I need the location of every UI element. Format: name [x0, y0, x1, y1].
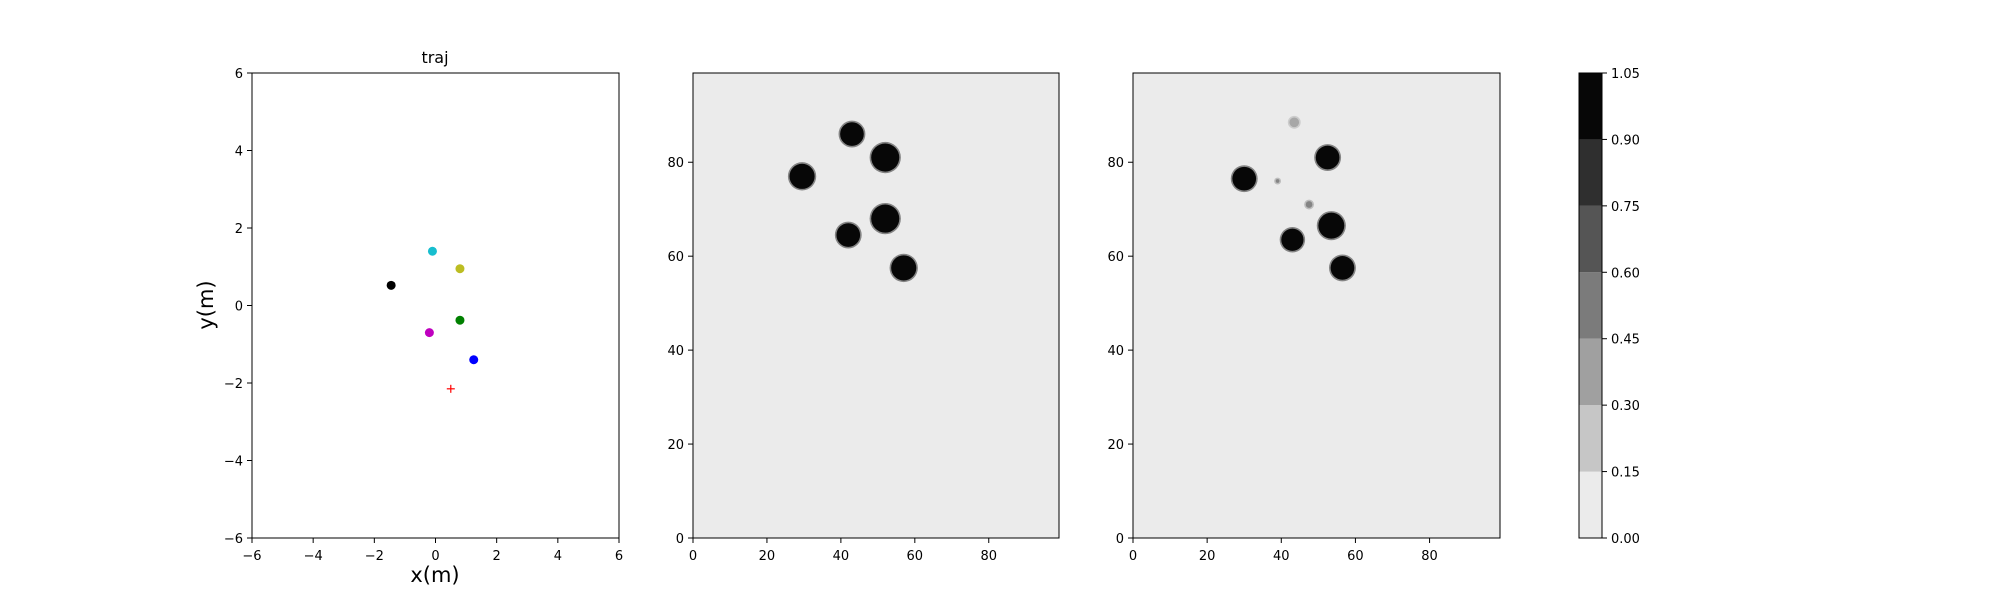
- y-tick-label: 2: [235, 222, 243, 237]
- y-tick-label: 40: [667, 344, 684, 359]
- colorbar-band: [1579, 471, 1602, 538]
- x-tick-label: 6: [615, 549, 623, 564]
- x-tick-label: 80: [1421, 549, 1438, 564]
- y-tick-label: 20: [667, 438, 684, 453]
- x-tick-label: 0: [1129, 549, 1137, 564]
- heatmap-blob: [891, 255, 917, 281]
- colorbar-tick-label: 0.00: [1611, 532, 1640, 547]
- y-tick-label: −2: [224, 377, 243, 392]
- heatmap-right-ticks: 0 20 40 60 80 0 20 40 60 80: [1107, 156, 1437, 564]
- colorbar-bands: [1579, 73, 1602, 538]
- y-tick-label: 60: [1107, 250, 1124, 265]
- x-tick-label: −4: [304, 549, 323, 564]
- agent-point: [469, 355, 479, 365]
- x-axis-label: x(m): [410, 563, 459, 587]
- x-tick-label: 60: [1347, 549, 1364, 564]
- colorbar-band: [1579, 139, 1602, 206]
- colorbar-tick-label: 0.75: [1611, 200, 1640, 215]
- heatmap-blob: [1315, 145, 1340, 170]
- x-tick-label: 4: [554, 549, 562, 564]
- x-tick-label: −6: [242, 549, 261, 564]
- colorbar-band: [1579, 338, 1602, 406]
- agent-point: [424, 328, 434, 338]
- heatmap-blob: [1330, 256, 1355, 280]
- y-tick-label: 60: [667, 250, 684, 265]
- colorbar-tick-label: 0.90: [1611, 133, 1640, 148]
- agent-point: [427, 246, 437, 256]
- heatmap-right-frame: [1132, 72, 1501, 539]
- x-tick-label: 20: [759, 549, 776, 564]
- heatmap-right-blobs: [1230, 115, 1356, 282]
- y-tick-label: 0: [1116, 532, 1124, 547]
- heatmap-blob: [840, 122, 864, 146]
- colorbar-band: [1579, 272, 1602, 339]
- y-tick-label: 6: [235, 67, 243, 82]
- heatmap-left-background: [693, 73, 1059, 538]
- heatmap-blob: [1281, 228, 1304, 251]
- x-tick-label: −2: [365, 549, 384, 564]
- y-axis-label: y(m): [194, 280, 218, 329]
- colorbar-tick-label: 0.45: [1611, 333, 1640, 348]
- colorbar-tick-label: 0.60: [1611, 266, 1640, 281]
- y-tick-label: −6: [224, 532, 243, 547]
- colorbar-ticks: 0.00 0.15 0.30 0.45 0.60 0.75 0.90 1.05: [1602, 67, 1640, 547]
- heatmap-left-frame: [692, 72, 1060, 539]
- x-tick-label: 2: [493, 549, 501, 564]
- heatmap-blob: [1289, 117, 1300, 128]
- agent-point: [455, 315, 465, 325]
- y-tick-label: 0: [235, 300, 243, 315]
- target-plus-marker: [446, 384, 455, 393]
- heatmap-left-ticks: 0 20 40 60 80 0 20 40 60 80: [667, 156, 997, 564]
- heatmap-left-blobs: [787, 120, 918, 283]
- x-tick-label: 0: [689, 549, 697, 564]
- heatmap-blob: [871, 204, 900, 233]
- x-tick-label: 20: [1199, 549, 1216, 564]
- agent-point: [386, 280, 396, 290]
- x-tick-label: 0: [431, 549, 439, 564]
- trajectory-points: [386, 246, 479, 393]
- heatmap-blob: [1318, 212, 1345, 239]
- trajectory-panel: traj −6 −4 −2 0 2 4 6 −6 −4 −2 0 2 4 6 x(m) y(m): [194, 48, 623, 587]
- y-tick-label: 80: [1107, 156, 1124, 171]
- colorbar-band: [1579, 405, 1602, 472]
- heatmap-right-background: [1133, 73, 1500, 538]
- y-tick-label: 80: [667, 156, 684, 171]
- y-tick-label: 20: [1107, 438, 1124, 453]
- colorbar: 0.00 0.15 0.30 0.45 0.60 0.75 0.90 1.05: [1578, 67, 1640, 547]
- colorbar-band: [1579, 73, 1602, 140]
- y-tick-label: 0: [676, 532, 684, 547]
- heatmap-blob: [1275, 179, 1280, 183]
- trajectory-title: traj: [421, 48, 448, 67]
- trajectory-plot-frame: [251, 72, 620, 539]
- heatmap-blob: [1305, 201, 1313, 208]
- heatmap-blob: [871, 143, 900, 172]
- heatmap-panel-right: 0 20 40 60 80 0 20 40 60 80: [1107, 72, 1501, 564]
- colorbar-tick-label: 0.15: [1611, 466, 1640, 481]
- agent-point: [455, 264, 465, 274]
- colorbar-band: [1579, 205, 1602, 273]
- colorbar-tick-label: 0.30: [1611, 399, 1640, 414]
- x-tick-label: 40: [1273, 549, 1290, 564]
- y-tick-label: 4: [235, 145, 243, 160]
- colorbar-tick-label: 1.05: [1611, 67, 1640, 82]
- heatmap-blob: [836, 223, 861, 247]
- colorbar-frame: [1578, 72, 1603, 539]
- heatmap-panel-left: 0 20 40 60 80 0 20 40 60 80: [667, 72, 1060, 564]
- y-tick-label: −4: [224, 455, 243, 470]
- heatmap-blob: [1232, 166, 1257, 191]
- heatmap-blob: [789, 163, 815, 189]
- x-tick-label: 40: [833, 549, 850, 564]
- trajectory-axes-ticks: −6 −4 −2 0 2 4 6 −6 −4 −2 0 2 4 6: [224, 67, 623, 564]
- y-tick-label: 40: [1107, 344, 1124, 359]
- x-tick-label: 60: [907, 549, 924, 564]
- x-tick-label: 80: [980, 549, 997, 564]
